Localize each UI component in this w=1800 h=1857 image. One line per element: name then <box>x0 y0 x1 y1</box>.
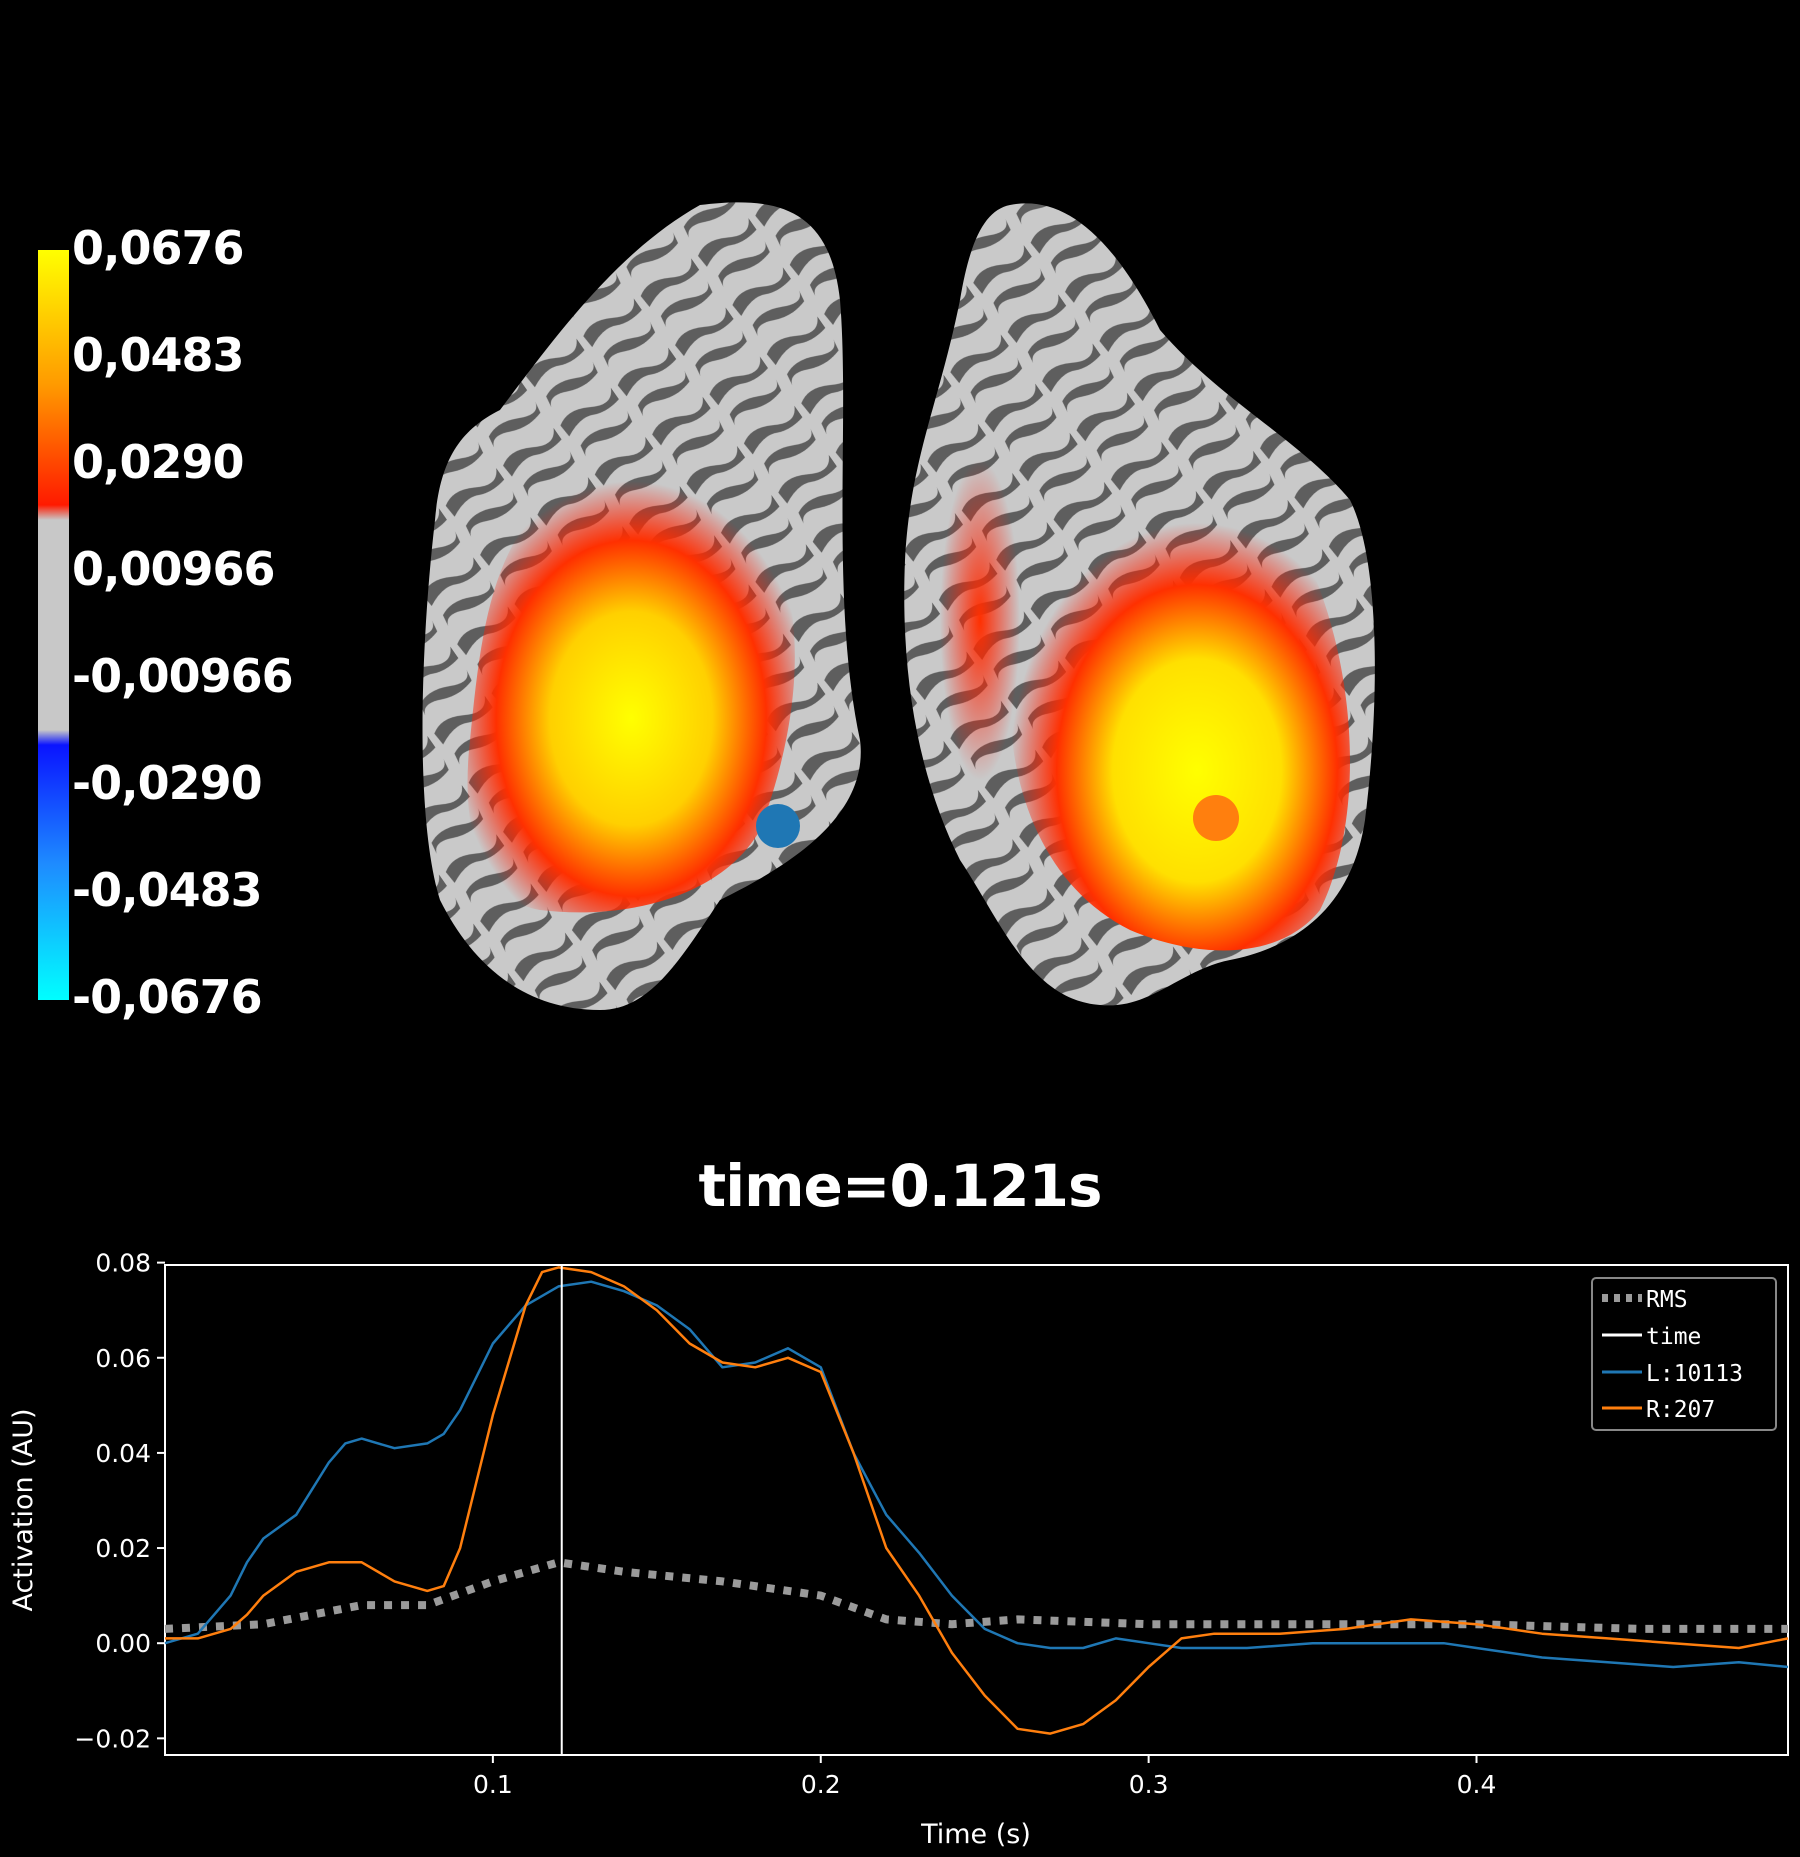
left-hemisphere <box>422 202 861 1010</box>
left-vertex-marker <box>756 804 800 848</box>
y-tick-label: 0.00 <box>95 1629 151 1658</box>
brain-render <box>38 202 1375 1010</box>
legend-label: time <box>1646 1324 1701 1350</box>
x-axis-label: Time (s) <box>920 1819 1031 1850</box>
series-r-207 <box>165 1266 1789 1735</box>
colorbar-tick-label: -0,0483 <box>72 863 263 917</box>
y-tick-label: 0.06 <box>95 1344 151 1373</box>
colorbar-tick-label: 0,0483 <box>72 328 245 382</box>
colorbar-tick-label: 0,00966 <box>72 542 276 596</box>
legend-label: L:10113 <box>1646 1361 1743 1387</box>
legend-label: R:207 <box>1646 1397 1715 1423</box>
colorbar-tick-label: -0,0676 <box>72 970 263 1024</box>
colorbar-tick-label: 0,0676 <box>72 221 245 275</box>
y-tick-label: −0.02 <box>74 1724 151 1753</box>
x-tick-label: 0.3 <box>1129 1770 1169 1799</box>
legend-label: RMS <box>1646 1287 1688 1313</box>
y-tick-label: 0.02 <box>95 1534 151 1563</box>
colorbar-tick-label: -0,0290 <box>72 756 263 810</box>
series-rms <box>164 1558 1788 1633</box>
right-hemisphere <box>904 203 1375 1006</box>
x-tick-label: 0.2 <box>801 1770 841 1799</box>
colorbar <box>38 250 69 1000</box>
y-tick-label: 0.08 <box>95 1249 151 1278</box>
plot-axes-frame <box>164 1264 1789 1756</box>
legend: RMS time L:10113 R:207 <box>1591 1277 1777 1431</box>
colorbar-tick-label: 0,0290 <box>72 435 245 489</box>
x-tick-label: 0.1 <box>473 1770 513 1799</box>
colorbar-tick-label: -0,00966 <box>72 649 294 703</box>
series-l-10113 <box>164 1280 1789 1669</box>
y-tick-label: 0.04 <box>95 1439 151 1468</box>
right-vertex-marker <box>1193 795 1239 841</box>
x-tick-label: 0.4 <box>1457 1770 1497 1799</box>
time-title: time=0.121s <box>698 1152 1103 1220</box>
y-axis-label: Activation (AU) <box>8 1408 39 1611</box>
